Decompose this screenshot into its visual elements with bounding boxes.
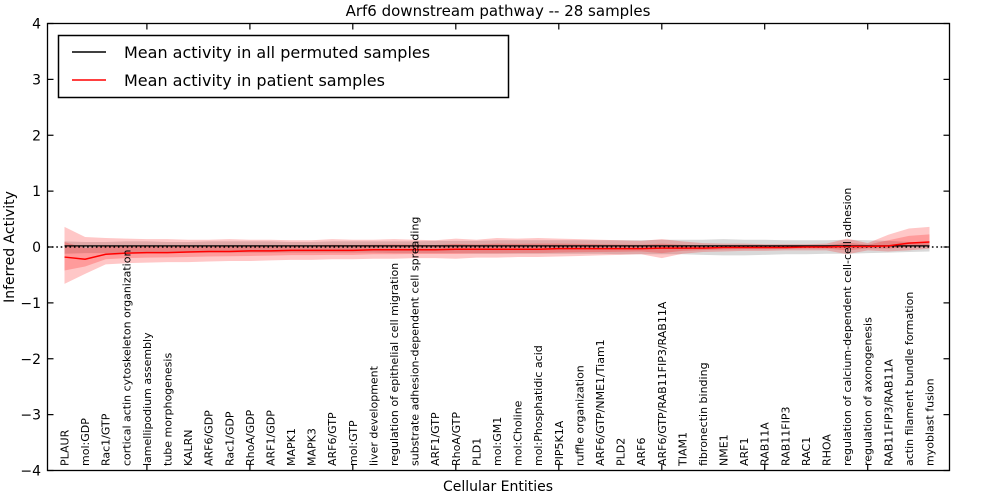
x-tick-label: cortical actin cytoskeleton organization xyxy=(120,250,133,466)
x-tick-label: actin filament bundle formation xyxy=(903,292,916,466)
x-tick-label: PLAUR xyxy=(59,429,72,466)
y-tick-label: 1 xyxy=(32,184,41,200)
legend-box xyxy=(57,34,510,99)
y-tick-label: 0 xyxy=(32,240,41,256)
x-tick-label: mol:GTP xyxy=(347,420,360,466)
y-tick-label: 2 xyxy=(32,128,41,144)
x-tick-label: Rac1/GTP xyxy=(100,413,113,466)
x-tick-label: ARF1/GTP xyxy=(429,412,442,466)
y-tick-label: −3 xyxy=(20,408,41,424)
x-tick-label: RhoA/GTP xyxy=(450,412,463,466)
x-tick-label: tube morphogenesis xyxy=(162,353,175,466)
axis-ticks-layer xyxy=(47,22,950,472)
y-tick-label: −4 xyxy=(20,464,41,480)
x-tick-label: liver development xyxy=(367,365,380,466)
chart-title: Arf6 downstream pathway -- 28 samples xyxy=(346,2,651,20)
x-tick-label: MAPK1 xyxy=(285,428,298,466)
x-tick-label: ARF1 xyxy=(738,438,751,467)
x-tick-label: NME1 xyxy=(718,434,731,466)
y-tick-label: −1 xyxy=(20,296,41,312)
y-tick-label: 4 xyxy=(32,17,41,33)
x-axis-label: Cellular Entities xyxy=(443,479,553,495)
x-tick-label: TIAM1 xyxy=(676,432,689,467)
x-tick-label: ARF6/GDP xyxy=(203,410,216,466)
legend-entry-patient: Mean activity in patient samples xyxy=(124,71,385,90)
x-tick-label: ARF6/GTP xyxy=(326,412,339,466)
x-tick-label: myoblast fusion xyxy=(924,378,937,466)
x-tick-label: regulation of axonogenesis xyxy=(862,317,875,466)
x-tick-label: PLD2 xyxy=(615,438,628,466)
y-tick-label: 3 xyxy=(32,72,41,88)
x-tick-label: ARF6/GTP/NME1/Tiam1 xyxy=(594,339,607,466)
uncertainty-bands-layer xyxy=(64,226,930,284)
patient-band-inner xyxy=(64,234,930,271)
x-tick-label: PIP5K1A xyxy=(553,420,566,466)
x-tick-label: mol:Choline xyxy=(512,400,525,466)
x-tick-label: Rac1/GDP xyxy=(223,411,236,466)
x-tick-label: RAC1 xyxy=(800,437,813,466)
legend-entry-permuted: Mean activity in all permuted samples xyxy=(124,43,430,62)
x-tick-label: RAB11A xyxy=(759,422,772,466)
y-tick-labels: −4 −3 −2 −1 0 1 2 3 4 xyxy=(20,17,41,480)
y-tick-label: −2 xyxy=(20,352,41,368)
x-tick-label: MAPK3 xyxy=(306,428,319,466)
patient-band-outer xyxy=(64,226,930,284)
x-tick-label: PLD1 xyxy=(470,438,483,466)
x-tick-label: ruffle organization xyxy=(573,365,586,466)
x-tick-label: fibronectin binding xyxy=(697,362,710,466)
x-tick-label: RAB11FIP3/RAB11A xyxy=(882,359,895,466)
x-tick-label: RhoA/GDP xyxy=(244,409,257,466)
x-tick-label: RAB11FIP3 xyxy=(779,407,792,466)
x-tick-label: lamellipodium assembly xyxy=(141,332,154,466)
x-tick-label: substrate adhesion-dependent cell spread… xyxy=(409,217,422,466)
legend: Mean activity in all permuted samples Me… xyxy=(57,34,510,99)
x-tick-label: RHOA xyxy=(821,434,834,466)
patient-mean-line xyxy=(64,241,930,261)
x-tick-label: ARF6 xyxy=(635,438,648,467)
x-tick-label: ARF6/GTP/RAB11FIP3/RAB11A xyxy=(656,301,669,466)
x-tick-label: ARF1/GDP xyxy=(265,410,278,466)
x-tick-label: mol:GDP xyxy=(79,418,92,466)
x-tick-label: KALRN xyxy=(182,429,195,466)
x-tick-label: regulation of epithelial cell migration xyxy=(388,263,401,466)
series-lines-layer xyxy=(64,241,930,261)
x-tick-labels: PLAUR mol:GDP Rac1/GTP cortical actin cytos… xyxy=(59,188,937,467)
x-tick-label: mol:GM1 xyxy=(491,417,504,466)
y-axis-label: Inferred Activity xyxy=(2,191,18,303)
x-tick-label: regulation of calcium-dependent cell-cel… xyxy=(841,188,854,466)
x-tick-label: mol:Phosphatidic acid xyxy=(532,345,545,466)
